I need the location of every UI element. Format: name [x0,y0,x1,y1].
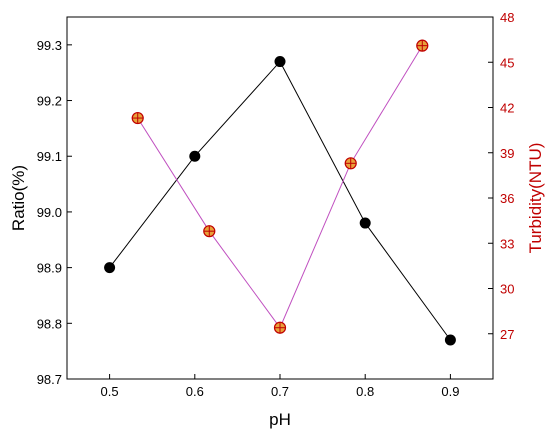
right-tick-label: 27 [500,327,514,342]
left-tick-label: 99.3 [37,38,62,53]
bottom-tick-label: 0.6 [186,384,204,399]
series-1-point [189,150,201,162]
right-tick-label: 36 [500,191,514,206]
left-tick-label: 99.0 [37,205,62,220]
bottom-tick-label: 0.7 [271,384,289,399]
left-tick-label: 98.9 [37,261,62,276]
series-2-point [273,321,287,334]
series-1-point [104,262,116,274]
series-1-point [359,217,371,229]
series-lines [109,45,451,341]
left-tick-label: 99.1 [37,149,62,164]
right-tick-label: 48 [500,10,514,25]
x-axis-title: pH [269,410,291,429]
series-1-point [274,56,286,68]
right-tick-label: 39 [500,146,514,161]
series-2-point [416,39,429,52]
right-tick-label: 45 [500,55,514,70]
bottom-axis-ticks: 0.5 0.6 0.7 0.8 0.9 [101,374,459,399]
left-tick-label: 99.2 [37,94,62,109]
right-tick-label: 42 [500,101,514,116]
left-axis-ticks: 98.7 98.8 98.9 99.0 99.1 99.2 99.3 [37,38,72,387]
left-axis-title: Ratio(%) [9,165,28,231]
right-axis-title: Turbidity(NTU) [526,143,545,254]
bottom-tick-label: 0.9 [441,384,459,399]
right-tick-label: 30 [500,282,514,297]
left-tick-label: 98.8 [37,316,62,331]
bottom-tick-label: 0.5 [101,384,119,399]
right-axis-ticks: 27 30 33 36 39 42 45 48 [488,10,514,342]
bottom-tick-label: 0.8 [356,384,374,399]
left-tick-label: 98.7 [37,372,62,387]
right-tick-label: 33 [500,236,514,251]
series-1-point [444,334,456,346]
series-markers [104,39,456,346]
series-2-point [344,157,357,170]
series-2-point [203,225,216,238]
series-1-line [109,60,451,341]
series-2-point [131,111,144,125]
series-2-line [137,45,423,329]
